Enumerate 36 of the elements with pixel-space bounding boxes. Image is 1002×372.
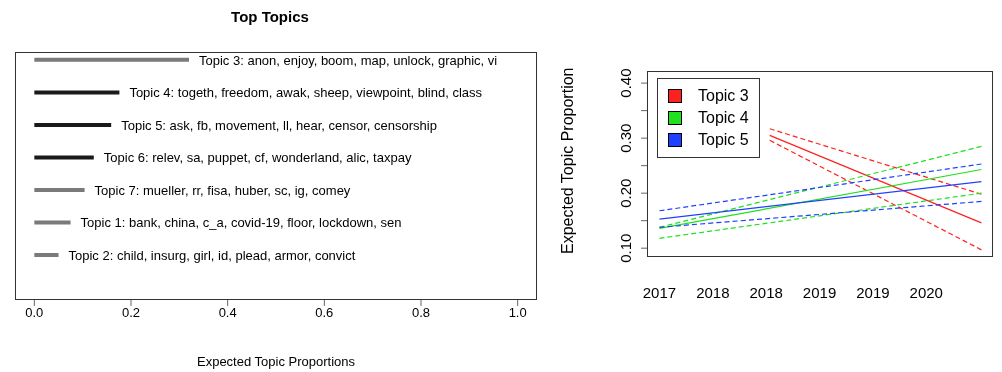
x-tick-label: 0.0 bbox=[25, 305, 44, 321]
y-tick-label: 0.20 bbox=[617, 178, 634, 208]
x-tick-label: 1.0 bbox=[508, 305, 527, 321]
bar bbox=[34, 155, 94, 160]
x-tick-label: 2018 bbox=[696, 283, 730, 301]
bar bbox=[34, 220, 71, 225]
bar bbox=[34, 187, 85, 192]
x-tick-label: 2020 bbox=[909, 283, 943, 301]
y-tick-label: 0.10 bbox=[617, 233, 634, 263]
bar bbox=[34, 252, 59, 257]
annotation: Topic 4: togeth, freedom, awak, sheep, viewpoint, blind, class bbox=[129, 85, 483, 101]
y-tick-label: 0.40 bbox=[617, 68, 634, 98]
legend-label: Topic 4 bbox=[698, 108, 749, 128]
y-axis-title: Expected Topic Proportion bbox=[558, 67, 576, 254]
annotation: Topic 3: anon, enjoy, boom, map, unlock, graphic, vi bbox=[199, 52, 498, 68]
annotation: Topic 5: ask, fb, movement, ll, hear, censor, censorship bbox=[121, 117, 437, 133]
annotation: Topic 2: child, insurg, girl, id, plead, armor, convict bbox=[68, 247, 356, 263]
bar bbox=[34, 122, 112, 127]
chart-title: Top Topics bbox=[230, 8, 310, 25]
x-tick-label: 0.6 bbox=[315, 305, 334, 321]
bar bbox=[34, 57, 189, 62]
y-tick-label: 0.30 bbox=[617, 123, 634, 153]
x-tick-label: 2019 bbox=[856, 283, 890, 301]
legend-label: Topic 5 bbox=[698, 130, 749, 150]
x-tick-label: 0.2 bbox=[121, 305, 141, 321]
x-tick-label: 2019 bbox=[802, 283, 837, 301]
x-tick-label: 2018 bbox=[749, 283, 783, 301]
x-tick-label: 0.4 bbox=[218, 305, 237, 321]
x-tick-label: 2017 bbox=[642, 283, 677, 301]
bar bbox=[34, 90, 120, 95]
annotation: Topic 1: bank, china, c_a, covid-19, floor, lockdown, sen bbox=[80, 215, 402, 231]
x-tick-label: 0.8 bbox=[411, 305, 431, 321]
annotation: Topic 7: mueller, rr, fisa, huber, sc, ig, comey bbox=[94, 182, 351, 198]
x-axis-title: Expected Topic Proportions bbox=[196, 354, 356, 369]
annotation: Topic 6: relev, sa, puppet, cf, wonderland, alic, taxpay bbox=[103, 150, 412, 166]
legend-label: Topic 3 bbox=[698, 86, 749, 106]
